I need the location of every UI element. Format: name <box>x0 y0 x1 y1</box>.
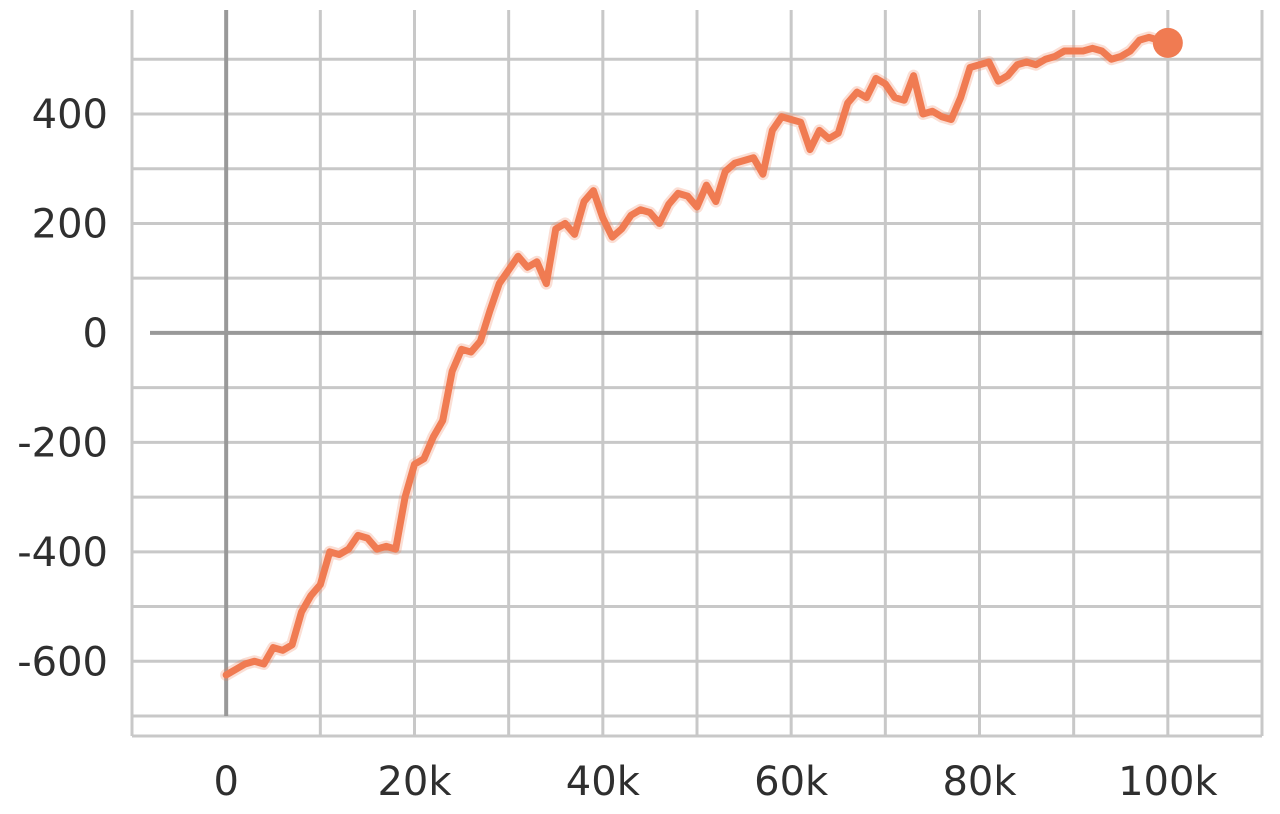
x-axis-ticks: 0 20k 40k 60k 80k 100k <box>213 759 1218 805</box>
y-tick-label: -400 <box>17 530 108 576</box>
last-point-marker[interactable] <box>1152 27 1183 58</box>
y-tick-label: 0 <box>83 311 108 357</box>
x-tick-label: 80k <box>942 759 1017 805</box>
series-line <box>222 33 1172 679</box>
y-tick-label: 200 <box>32 201 108 247</box>
x-tick-label: 40k <box>566 759 641 805</box>
y-tick-label: -600 <box>17 639 108 685</box>
y-tick-label: -200 <box>17 420 108 466</box>
y-tick-label: 400 <box>32 92 108 138</box>
x-tick-label: 100k <box>1118 759 1218 805</box>
x-tick-label: 0 <box>213 759 238 805</box>
grid <box>130 10 1264 736</box>
x-tick-label: 20k <box>377 759 452 805</box>
series-layer <box>220 27 1183 681</box>
y-axis-ticks: -600 -400 -200 0 200 400 <box>17 92 108 685</box>
x-tick-label: 60k <box>754 759 829 805</box>
axes <box>132 10 1262 738</box>
